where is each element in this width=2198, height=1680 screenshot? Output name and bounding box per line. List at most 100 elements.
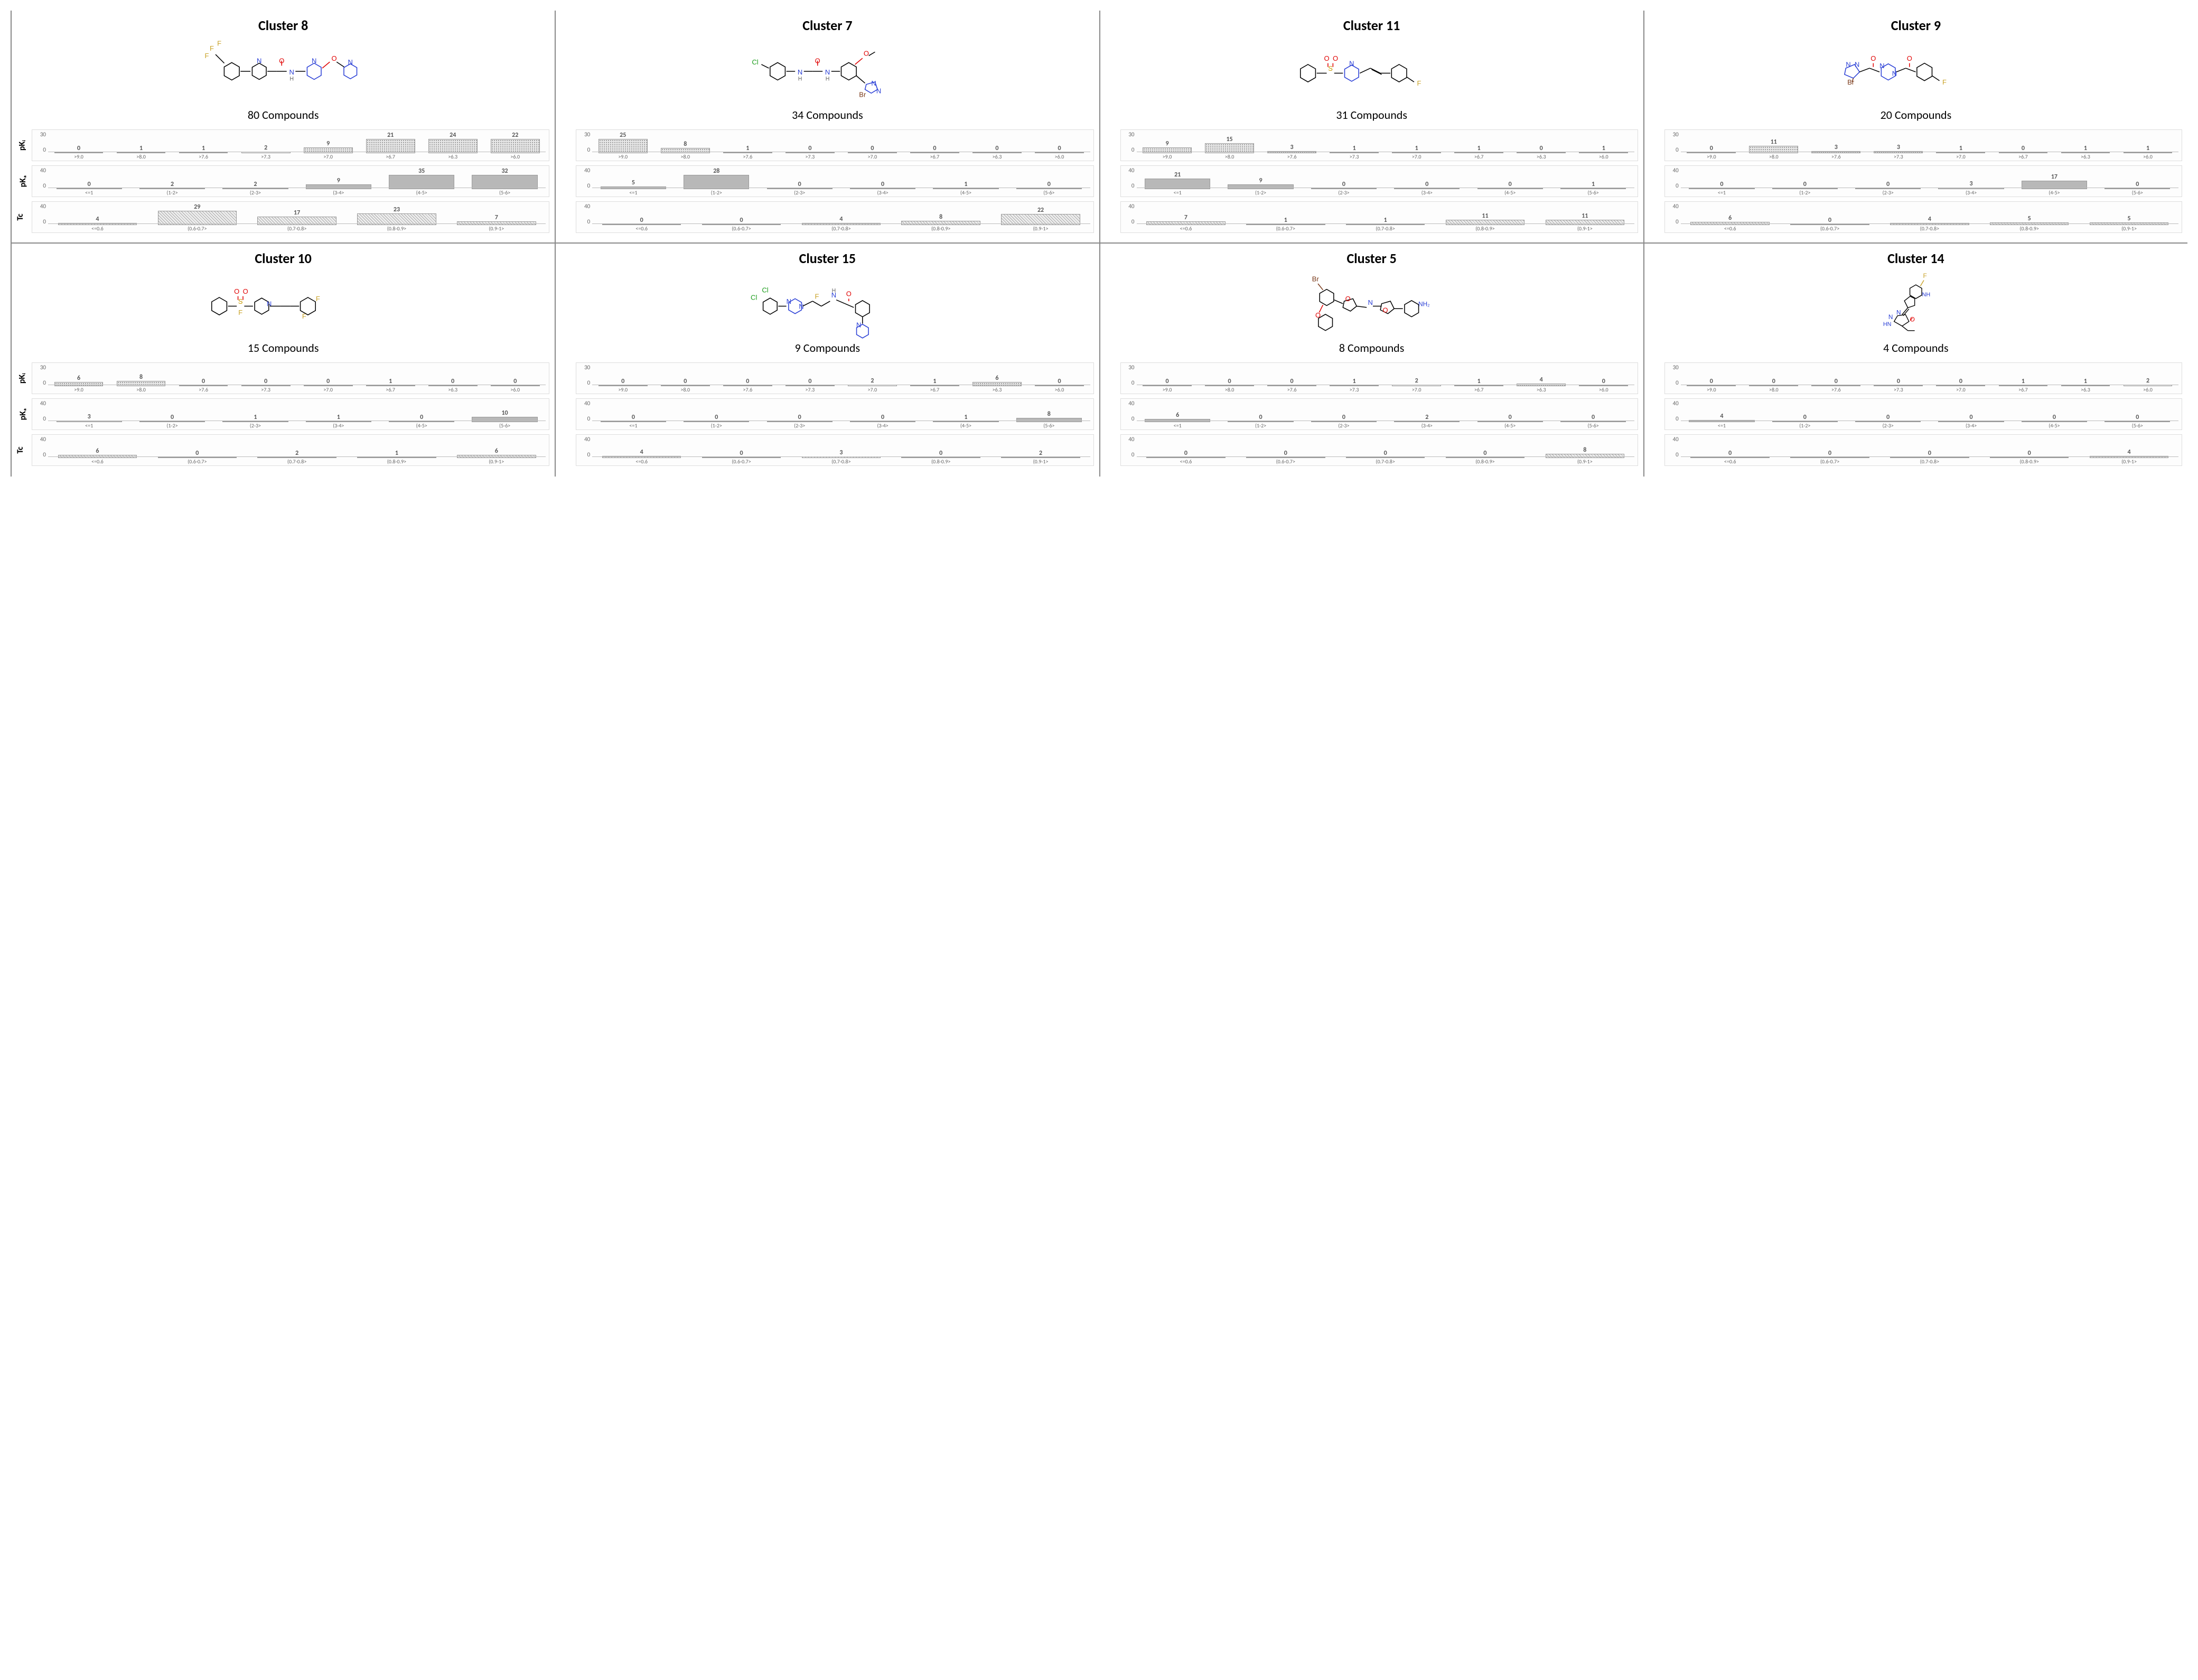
bar-column: 9 (1-2> [1220, 168, 1302, 195]
bar-column: 0 >7.3 [779, 365, 840, 393]
bar-column: 0 >6.3 [966, 132, 1027, 160]
bar-x-label: >7.0 [868, 387, 877, 393]
bar-x-label: (0.6-0.7> [188, 459, 207, 464]
bar-value: 2 [2146, 378, 2149, 384]
bar-column: 11 >8.0 [1743, 132, 1804, 160]
svg-text:N: N [825, 68, 830, 76]
bar-column: 7 (0.9-1> [447, 204, 546, 231]
bar-column: 0 (3-4> [1386, 168, 1468, 195]
bar-x-label: >7.6 [1831, 154, 1841, 160]
bar-x-label: (0.8-0.9> [2020, 226, 2039, 231]
bar-x-label: >7.3 [1894, 387, 1903, 393]
bars-row: 0 <=0.6 0 (0.6-0.7> 0 (0.7-0.8> 0 (0.8-0… [1137, 437, 1634, 464]
bar-value: 0 [1384, 450, 1387, 456]
bar-value: 7 [495, 214, 498, 221]
cluster-cell: Cluster 14 F NH NN O HN 4 Compounds 30 0… [1643, 244, 2187, 477]
bar-x-label: >7.6 [1831, 387, 1841, 393]
bar [304, 147, 353, 153]
histogram: 40 0 0 <=1 0 (1-2> 0 (2-3> 0 (3-4> 1 (4-… [576, 398, 1093, 430]
chart-tc: 40 0 4 <=0.6 0 (0.6-0.7> 3 (0.7-0.8> 0 (… [576, 434, 1093, 466]
axis-label-tc: Tc [15, 213, 25, 220]
chart-tc: 40 0 0 <=0.6 0 (0.6-0.7> 0 (0.7-0.8> 0 (… [1664, 434, 2182, 466]
bar-x-label: <=1 [85, 423, 93, 428]
axis-baseline [592, 223, 1090, 224]
y-tick: 0 [578, 182, 590, 189]
bar-value: 2 [871, 378, 874, 384]
bar-column: 0 >6.0 [1573, 365, 1634, 393]
histogram: 40 0 0 <=1 0 (1-2> 0 (2-3> 3 (3-4> 17 (4… [1664, 165, 2182, 197]
y-tick: 40 [578, 436, 590, 443]
bar-column: 29 (0.6-0.7> [148, 204, 247, 231]
bar-value: 1 [337, 414, 340, 421]
histogram: 40 0 0 <=0.6 0 (0.6-0.7> 4 (0.7-0.8> 8 (… [576, 201, 1093, 233]
bar-x-label: >8.0 [1769, 154, 1779, 160]
svg-text:H: H [798, 76, 802, 82]
bar-value: 0 [1886, 414, 1890, 421]
bar-value: 0 [1886, 181, 1890, 188]
bar-x-label: (5-6> [1587, 423, 1598, 428]
bar-column: 0 (5-6> [1552, 401, 1634, 428]
bar-x-label: <=0.6 [91, 459, 104, 464]
bar-column: 6 <=1 [1137, 401, 1219, 428]
compound-count: 34 Compounds [561, 108, 1093, 122]
chart-pki: 30 0 0 >9.0 0 >8.0 0 >7.6 0 >7.3 2 >7.0 … [576, 362, 1093, 394]
svg-text:O: O [1324, 54, 1329, 62]
bar-value: 1 [964, 181, 967, 188]
bar-x-label: (4-5> [960, 423, 971, 428]
bar-value: 0 [632, 414, 635, 421]
bars-row: 6 <=1 0 (1-2> 0 (2-3> 2 (3-4> 0 (4-5> 0 … [1137, 401, 1634, 428]
histogram: 40 0 6 <=1 0 (1-2> 0 (2-3> 2 (3-4> 0 (4-… [1120, 398, 1638, 430]
axis-baseline [48, 223, 546, 224]
bar-value: 3 [1835, 144, 1838, 151]
chart-pki: 30 0 0 >9.0 0 >8.0 0 >7.6 0 >7.3 0 >7.0 … [1664, 362, 2182, 394]
bars-row: 0 >9.0 0 >8.0 0 >7.6 0 >7.3 2 >7.0 1 >6.… [592, 365, 1090, 393]
bar-value: 0 [798, 181, 801, 188]
chart-pka: 40 0 4 <=1 0 (1-2> 0 (2-3> 0 (3-4> 0 (4-… [1664, 398, 2182, 430]
bar-value: 0 [264, 378, 267, 385]
bars-row: 0 <=1 0 (1-2> 0 (2-3> 0 (3-4> 1 (4-5> 8 … [592, 401, 1090, 428]
bar-column: 2 >6.0 [2117, 365, 2178, 393]
bar-x-label: (0.9-1> [2121, 459, 2137, 464]
bar-x-label: >6.3 [448, 387, 457, 393]
bar-value: 0 [1602, 378, 1605, 385]
bar-column: 0 (1-2> [1220, 401, 1302, 428]
compound-count: 80 Compounds [17, 108, 549, 122]
bar-value: 9 [1259, 178, 1262, 184]
bar-x-label: (0.6-0.7> [732, 459, 751, 464]
bar-column: 4 <=0.6 [48, 204, 147, 231]
bar-x-label: (4-5> [416, 190, 427, 195]
bar-column: 8 (5-6> [1008, 401, 1090, 428]
molecule-structure: FFF N O NH NO N [17, 37, 549, 106]
y-tick: 0 [34, 182, 46, 189]
bar-column: 0 (0.8-0.9> [1980, 437, 2079, 464]
bar-column: 0 <=1 [592, 401, 674, 428]
charts-stack: 30 0 25 >9.0 8 >8.0 1 >7.6 0 >7.3 0 >7.0… [576, 129, 1093, 233]
bar-column: 0 (0.6-0.7> [1781, 437, 1879, 464]
bar [661, 148, 710, 153]
bar-value: 4 [1928, 216, 1931, 222]
charts-stack: 30 0 0 >9.0 0 >8.0 0 >7.6 0 >7.3 0 >7.0 … [1664, 362, 2182, 466]
bar-value: 0 [1710, 145, 1713, 152]
bar-x-label: (3-4> [877, 423, 888, 428]
bar [1228, 184, 1293, 189]
svg-text:O: O [1345, 295, 1351, 303]
cluster-title: Cluster 9 [1650, 17, 2182, 34]
bar-column: 11 (0.9-1> [1536, 204, 1634, 231]
bar-x-label: (3-4> [1966, 190, 1977, 195]
axis-baseline [1681, 223, 2178, 224]
bar-x-label: >9.0 [618, 387, 628, 393]
bar-value: 24 [450, 132, 456, 138]
y-tick: 40 [1123, 400, 1135, 407]
histogram: 40 0 21 <=1 9 (1-2> 0 (2-3> 0 (3-4> 0 (4… [1120, 165, 1638, 197]
bar-value: 1 [2084, 145, 2087, 152]
bar-value: 1 [933, 378, 936, 385]
compound-count: 20 Compounds [1650, 108, 2182, 122]
bar-column: 0 (0.8-0.9> [892, 437, 990, 464]
bar-x-label: >6.0 [510, 387, 520, 393]
bar-column: 0 (5-6> [1008, 168, 1090, 195]
bar-value: 0 [881, 414, 884, 421]
bars-row: 0 >9.0 1 >8.0 1 >7.6 2 >7.3 9 >7.0 21 >6… [48, 132, 546, 160]
bar-column: 0 >6.3 [1511, 132, 1572, 160]
bar-x-label: <=0.6 [1724, 459, 1736, 464]
bar-value: 0 [2136, 181, 2139, 188]
